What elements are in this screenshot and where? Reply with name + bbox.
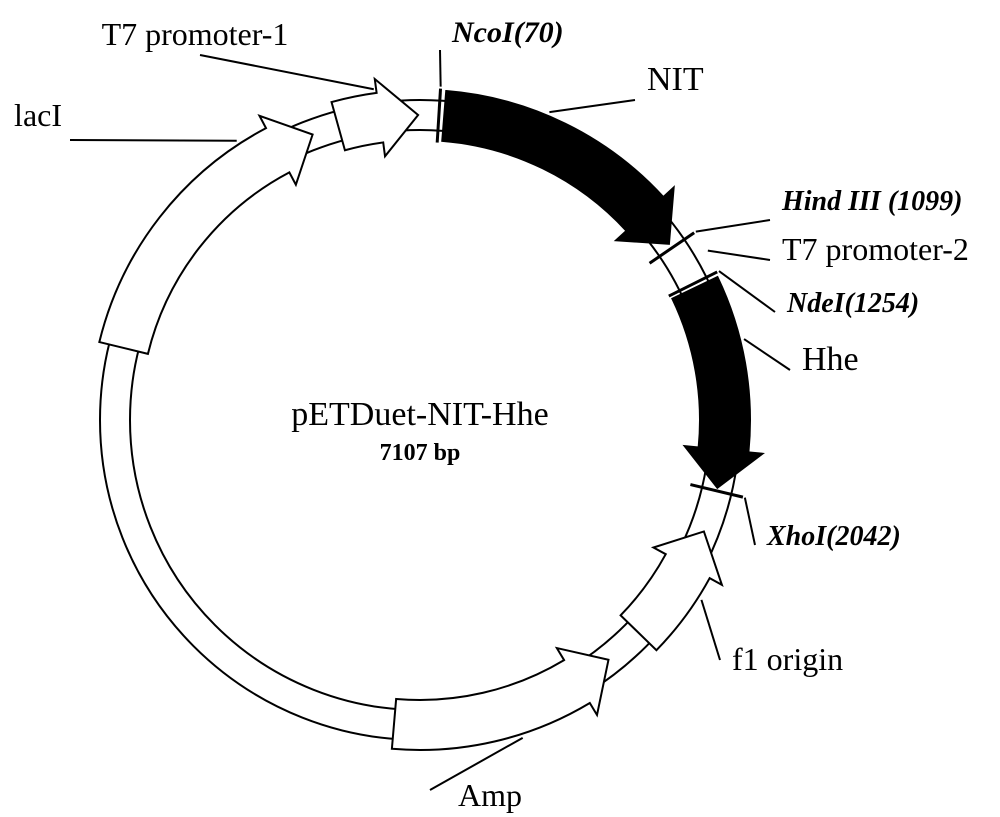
leader-line-xhoi bbox=[745, 498, 755, 545]
feature-label-hhe: Hhe bbox=[802, 341, 859, 378]
feature-shape-hhe bbox=[672, 277, 762, 488]
feature-label-t7p1: T7 promoter-1 bbox=[102, 16, 289, 52]
leader-line-t7p2 bbox=[708, 251, 770, 260]
feature-label-laci: lacI bbox=[14, 97, 62, 133]
feature-laci: lacI bbox=[14, 97, 313, 354]
feature-shape-nit bbox=[442, 91, 673, 244]
leader-line-hhe bbox=[744, 339, 790, 370]
plasmid-name: pETDuet-NIT-Hhe bbox=[291, 396, 548, 433]
feature-label-t7p2: T7 promoter-2 bbox=[782, 231, 969, 267]
feature-shape-laci bbox=[99, 116, 312, 354]
feature-label-amp: Amp bbox=[458, 777, 522, 813]
leader-line-laci bbox=[70, 140, 237, 141]
site-tick-ncoi bbox=[437, 89, 440, 143]
feature-shape-t7p1 bbox=[332, 79, 419, 156]
feature-shape-f1 bbox=[621, 531, 722, 650]
feature-label-f1: f1 origin bbox=[732, 641, 843, 677]
feature-xhoi: XhoI(2042) bbox=[690, 485, 900, 552]
leader-line-f1 bbox=[701, 600, 720, 660]
feature-label-nit: NIT bbox=[647, 61, 704, 98]
feature-t7p2: T7 promoter-2 bbox=[708, 231, 969, 267]
feature-f1: f1 origin bbox=[621, 531, 843, 677]
feature-label-ncoi: NcoI(70) bbox=[451, 16, 564, 49]
leader-line-nit bbox=[549, 100, 635, 112]
feature-label-ndei: NdeI(1254) bbox=[786, 288, 919, 319]
feature-label-hindiii: Hind III (1099) bbox=[781, 186, 962, 217]
feature-amp: Amp bbox=[392, 648, 609, 813]
leader-line-t7p1 bbox=[200, 55, 374, 89]
feature-nit: NIT bbox=[442, 61, 704, 244]
leader-line-ncoi bbox=[440, 50, 441, 87]
feature-label-xhoi: XhoI(2042) bbox=[766, 521, 901, 552]
feature-shape-amp bbox=[392, 648, 609, 750]
plasmid-size: 7107 bp bbox=[380, 440, 461, 466]
leader-line-hindiii bbox=[696, 220, 770, 232]
